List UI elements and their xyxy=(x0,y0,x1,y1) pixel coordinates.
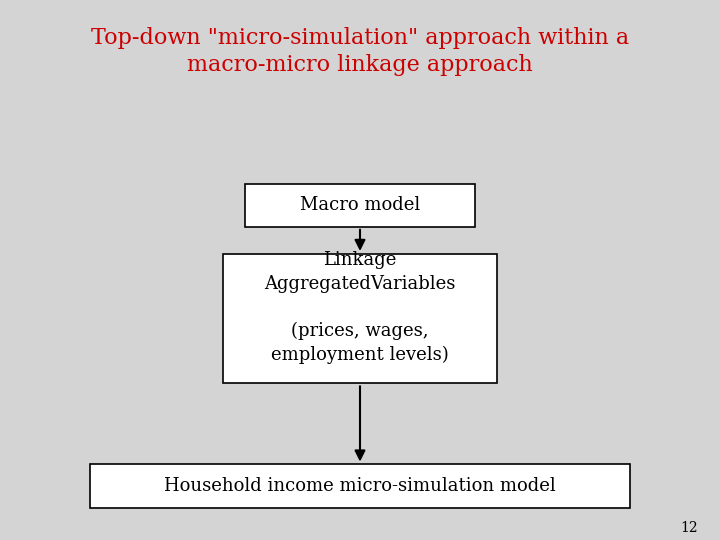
FancyBboxPatch shape xyxy=(90,464,630,508)
FancyBboxPatch shape xyxy=(223,254,497,383)
Text: 12: 12 xyxy=(681,521,698,535)
Text: Macro model: Macro model xyxy=(300,196,420,214)
FancyBboxPatch shape xyxy=(245,184,475,227)
Text: Top-down "micro-simulation" approach within a
macro-micro linkage approach: Top-down "micro-simulation" approach wit… xyxy=(91,27,629,76)
Text: Linkage
AggregatedVariables

(prices, wages,
employment levels): Linkage AggregatedVariables (prices, wag… xyxy=(264,251,456,364)
Text: Household income micro-simulation model: Household income micro-simulation model xyxy=(164,477,556,495)
